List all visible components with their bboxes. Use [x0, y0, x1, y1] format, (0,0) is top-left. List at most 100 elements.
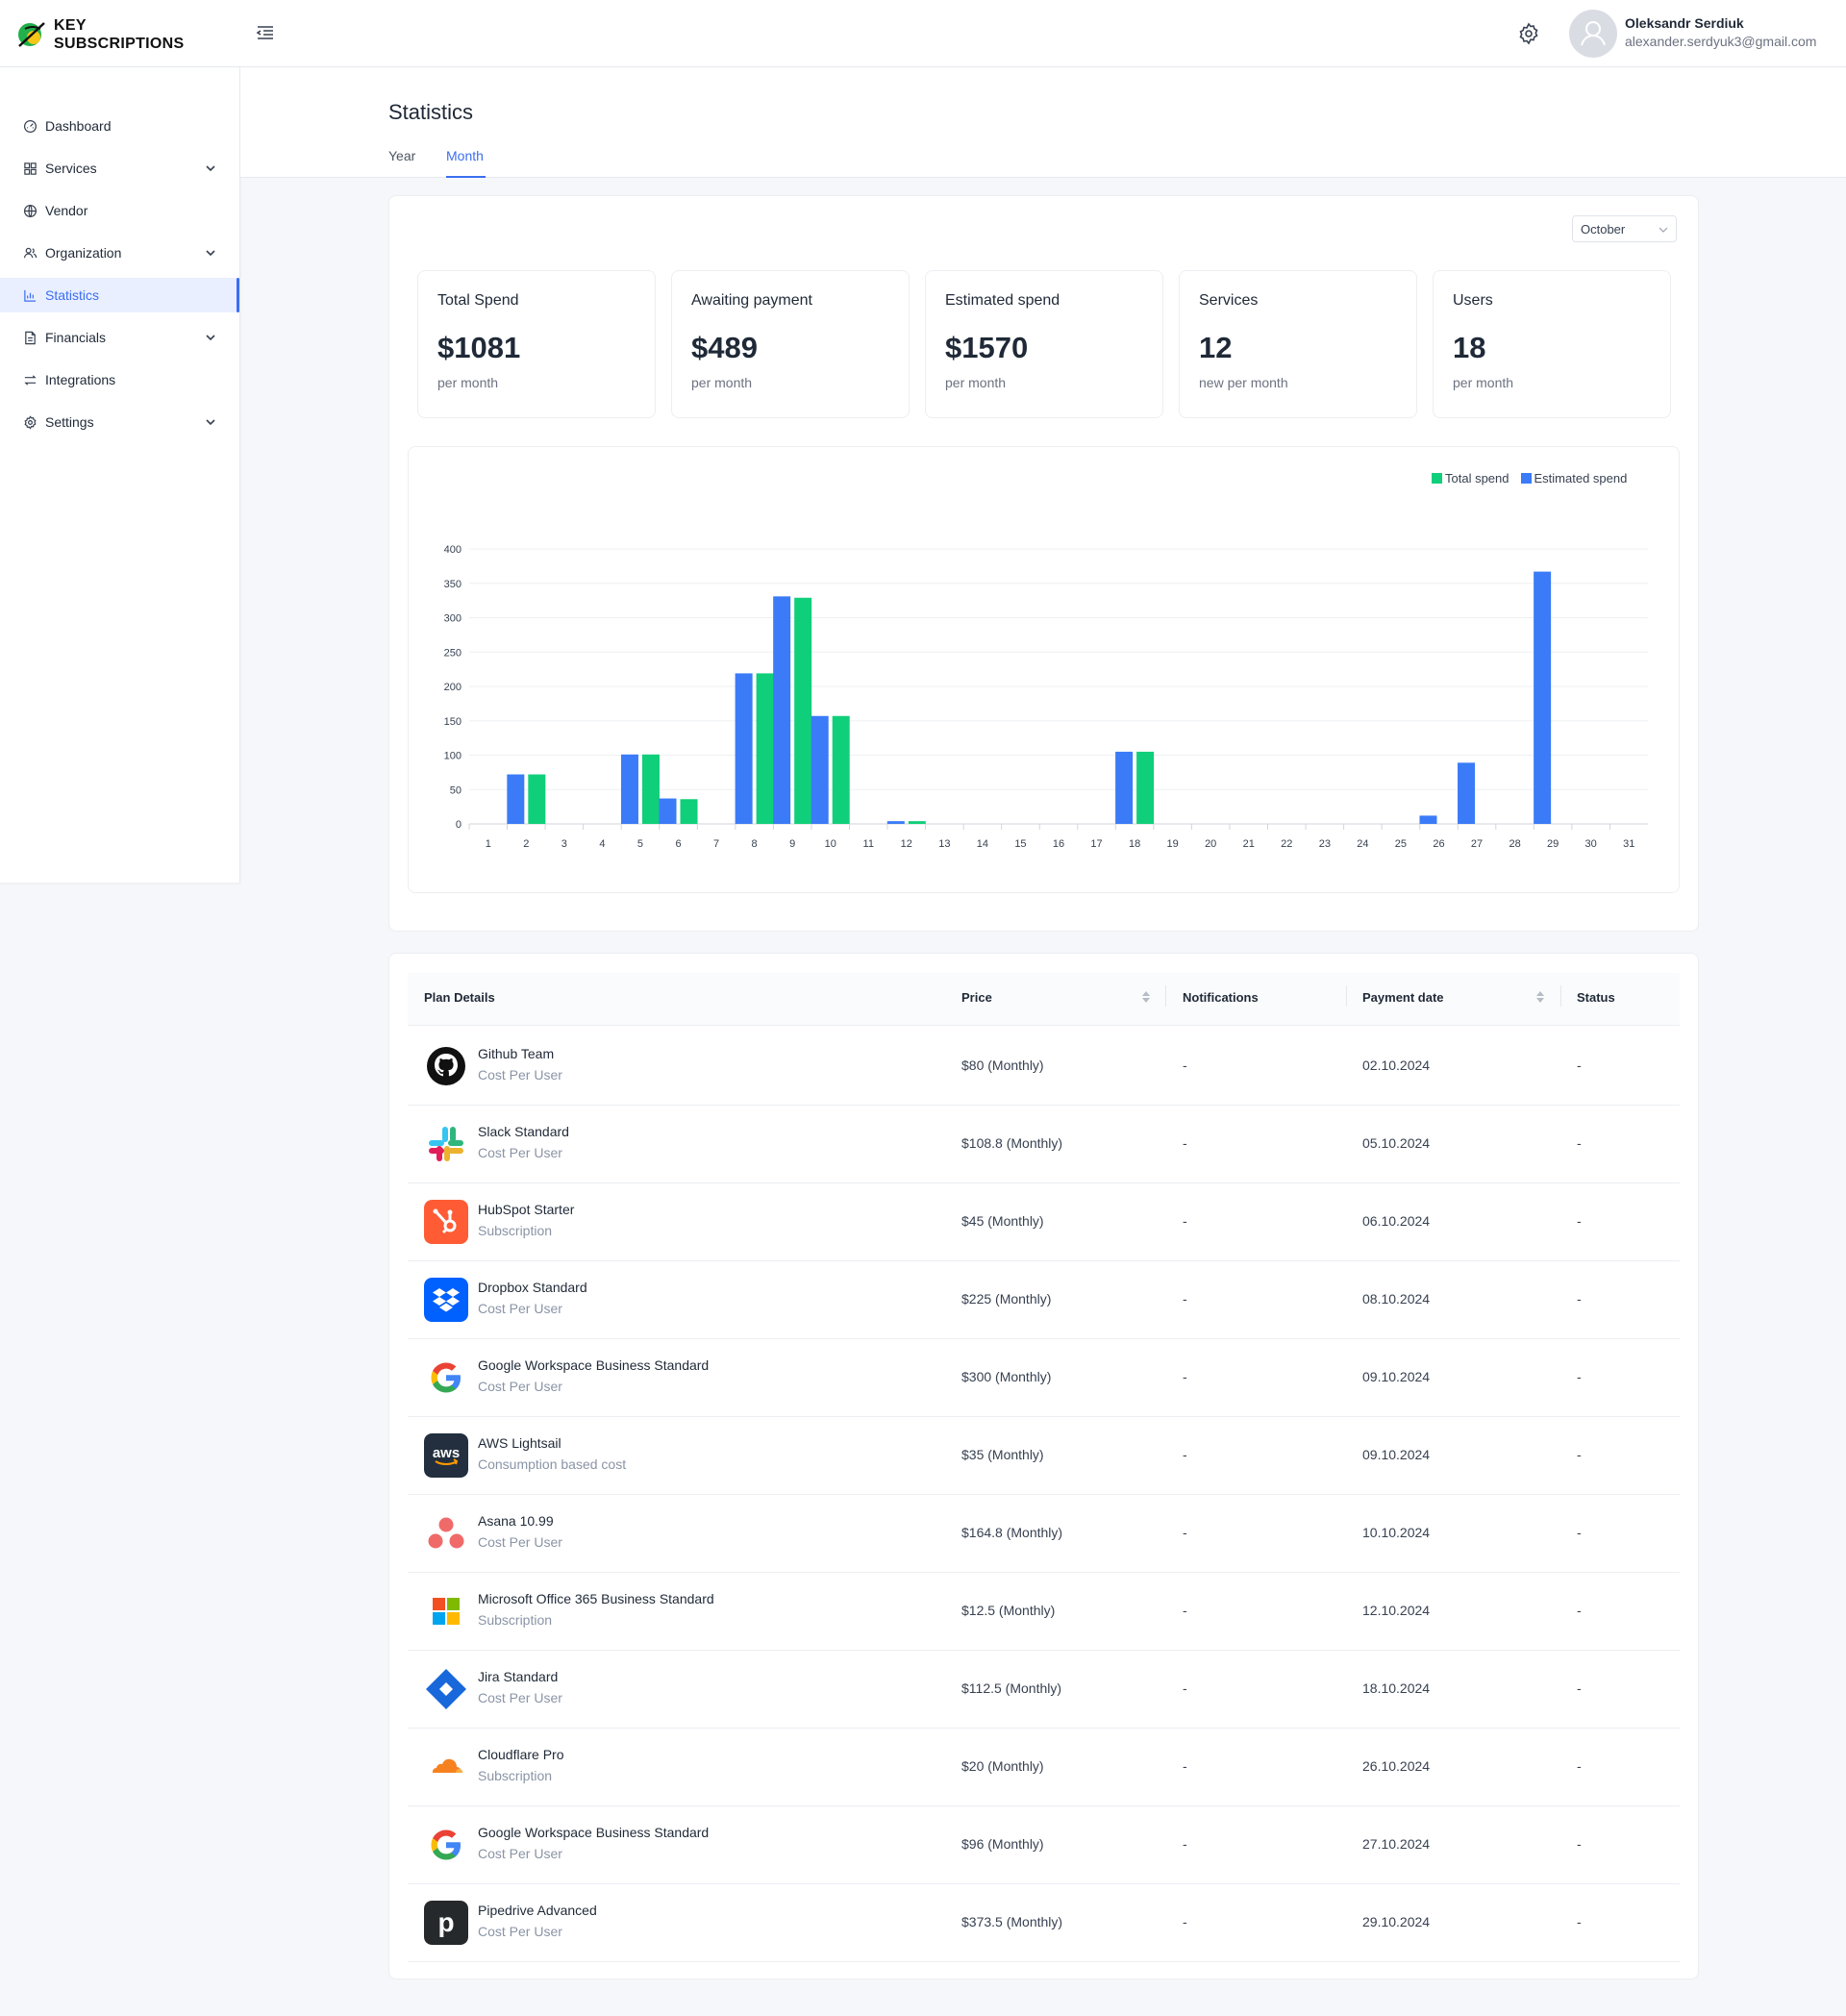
bar-total-spend[interactable]: [528, 774, 546, 824]
tab-month[interactable]: Month: [446, 148, 484, 163]
bar-total-spend[interactable]: [641, 754, 660, 824]
bar-total-spend[interactable]: [794, 597, 812, 824]
x-tick-label: 21: [1243, 838, 1255, 850]
sidebar-item-label: Vendor: [45, 203, 88, 218]
table-row[interactable]: Microsoft Office 365 Business Standard Su…: [408, 1573, 1680, 1651]
google-icon: [424, 1356, 468, 1400]
month-select[interactable]: October: [1572, 215, 1677, 242]
plan-name[interactable]: Microsoft Office 365 Business Standard: [478, 1591, 714, 1606]
bar-total-spend[interactable]: [756, 673, 774, 824]
plan-name[interactable]: Cloudflare Pro: [478, 1747, 564, 1762]
plan-name[interactable]: Google Workspace Business Standard: [478, 1825, 710, 1840]
column-header-status[interactable]: Status: [1577, 990, 1615, 1005]
bar-estimated-spend[interactable]: [735, 673, 753, 824]
column-header-plan-details[interactable]: Plan Details: [424, 990, 495, 1005]
plan-status: -: [1577, 1603, 1582, 1618]
legend-item-estimated-spend[interactable]: Estimated spend: [1520, 471, 1627, 485]
legend-item-total-spend[interactable]: Total spend: [1432, 471, 1509, 485]
sidebar-item-financials[interactable]: Financials: [0, 320, 239, 355]
sort-icon[interactable]: [1141, 990, 1151, 1004]
bar-estimated-spend[interactable]: [1534, 571, 1552, 824]
plan-name[interactable]: Slack Standard: [478, 1124, 569, 1139]
bar-estimated-spend[interactable]: [1419, 815, 1437, 824]
sidebar-item-vendor[interactable]: Vendor: [0, 193, 239, 228]
plan-name[interactable]: HubSpot Starter: [478, 1202, 575, 1217]
x-tick-label: 30: [1585, 838, 1597, 850]
sidebar-item-dashboard[interactable]: Dashboard: [0, 109, 239, 143]
kpi-subtitle: per month: [691, 375, 753, 390]
bar-estimated-spend[interactable]: [886, 821, 905, 824]
bar-estimated-spend[interactable]: [507, 774, 525, 824]
table-row[interactable]: Slack Standard Cost Per User $108.8 (Month…: [408, 1106, 1680, 1183]
sidebar-item-label: Settings: [45, 414, 94, 430]
settings-gear-icon[interactable]: [1517, 22, 1540, 45]
sidebar-item-settings[interactable]: Settings: [0, 405, 239, 439]
x-tick-label: 17: [1090, 838, 1102, 850]
kpi-subtitle: per month: [437, 375, 499, 390]
github-icon: [424, 1044, 468, 1088]
plan-name[interactable]: Asana 10.99: [478, 1513, 554, 1529]
bar-total-spend[interactable]: [832, 715, 850, 824]
chevron-down-icon[interactable]: [205, 332, 216, 343]
bar-estimated-spend[interactable]: [1115, 751, 1134, 824]
bar-estimated-spend[interactable]: [620, 754, 638, 824]
sort-icon[interactable]: [1535, 990, 1545, 1004]
sidebar-item-organization[interactable]: Organization: [0, 236, 239, 270]
plan-notifications: -: [1183, 1135, 1187, 1151]
bar-estimated-spend[interactable]: [811, 715, 829, 824]
bar-total-spend[interactable]: [680, 799, 698, 824]
app-logo[interactable]: KEY SUBSCRIPTIONS: [15, 16, 184, 53]
plans-table-card: [388, 953, 1699, 1979]
column-header-notifications[interactable]: Notifications: [1183, 990, 1259, 1005]
plan-price: $20 (Monthly): [961, 1758, 1044, 1774]
plan-name[interactable]: Dropbox Standard: [478, 1280, 587, 1295]
plan-status: -: [1577, 1058, 1582, 1073]
kpi-total-spend: Total Spend $1081 per month: [417, 270, 656, 418]
table-row[interactable]: aws AWS Lightsail Consumption based cost $3…: [408, 1417, 1680, 1495]
column-header-price[interactable]: Price: [961, 990, 992, 1005]
table-header: [408, 973, 1680, 1026]
user-info[interactable]: Oleksandr Serdiuk alexander.serdyuk3@gma…: [1625, 14, 1816, 51]
bar-total-spend[interactable]: [908, 821, 926, 824]
avatar[interactable]: [1569, 10, 1617, 58]
table-row[interactable]: Dropbox Standard Cost Per User $225 (Month…: [408, 1261, 1680, 1339]
chevron-down-icon[interactable]: [205, 162, 216, 174]
table-row[interactable]: p Pipedrive Advanced Cost Per User $373.5 (…: [408, 1884, 1680, 1962]
table-row[interactable]: Cloudflare Pro Subscription $20 (Monthly) -…: [408, 1729, 1680, 1806]
table-row[interactable]: HubSpot Starter Subscription $45 (Monthly)…: [408, 1183, 1680, 1261]
x-tick-label: 24: [1357, 838, 1368, 850]
bar-estimated-spend[interactable]: [1458, 762, 1476, 824]
dashboard-icon: [23, 119, 37, 133]
bar-estimated-spend[interactable]: [659, 798, 677, 824]
plan-name[interactable]: Jira Standard: [478, 1669, 559, 1684]
plan-name[interactable]: AWS Lightsail: [478, 1435, 561, 1451]
column-header-payment-date[interactable]: Payment date: [1362, 990, 1444, 1005]
table-row[interactable]: Github Team Cost Per User $80 (Monthly) - 02…: [408, 1028, 1680, 1106]
sidebar-item-statistics[interactable]: Statistics: [0, 278, 239, 312]
plan-type: Subscription: [478, 1768, 553, 1783]
x-tick-label: 4: [599, 838, 605, 850]
chevron-down-icon[interactable]: [205, 416, 216, 428]
bar-total-spend[interactable]: [1136, 751, 1155, 824]
plan-name[interactable]: Google Workspace Business Standard: [478, 1357, 710, 1373]
x-tick-label: 13: [938, 838, 950, 850]
plan-name[interactable]: Pipedrive Advanced: [478, 1903, 597, 1918]
plan-name[interactable]: Github Team: [478, 1046, 555, 1061]
asana-icon: [424, 1511, 468, 1556]
sidebar-item-services[interactable]: Services: [0, 151, 239, 186]
table-row[interactable]: Google Workspace Business Standard Cost P…: [408, 1806, 1680, 1884]
tab-year[interactable]: Year: [388, 148, 416, 163]
plan-type: Cost Per User: [478, 1534, 562, 1550]
y-tick-label: 250: [444, 647, 462, 659]
chevron-down-icon[interactable]: [205, 247, 216, 259]
menu-collapse-icon[interactable]: [254, 21, 277, 44]
sidebar-item-integrations[interactable]: Integrations: [0, 362, 239, 397]
sidebar-item-label: Dashboard: [45, 118, 112, 134]
table-row[interactable]: Asana 10.99 Cost Per User $164.8 (Monthly)…: [408, 1495, 1680, 1573]
table-row[interactable]: Jira Standard Cost Per User $112.5 (Monthl…: [408, 1651, 1680, 1729]
kpi-value: $489: [691, 331, 758, 364]
x-tick-label: 20: [1205, 838, 1216, 850]
table-row[interactable]: Google Workspace Business Standard Cost P…: [408, 1339, 1680, 1417]
plan-notifications: -: [1183, 1603, 1187, 1618]
bar-estimated-spend[interactable]: [773, 596, 791, 824]
